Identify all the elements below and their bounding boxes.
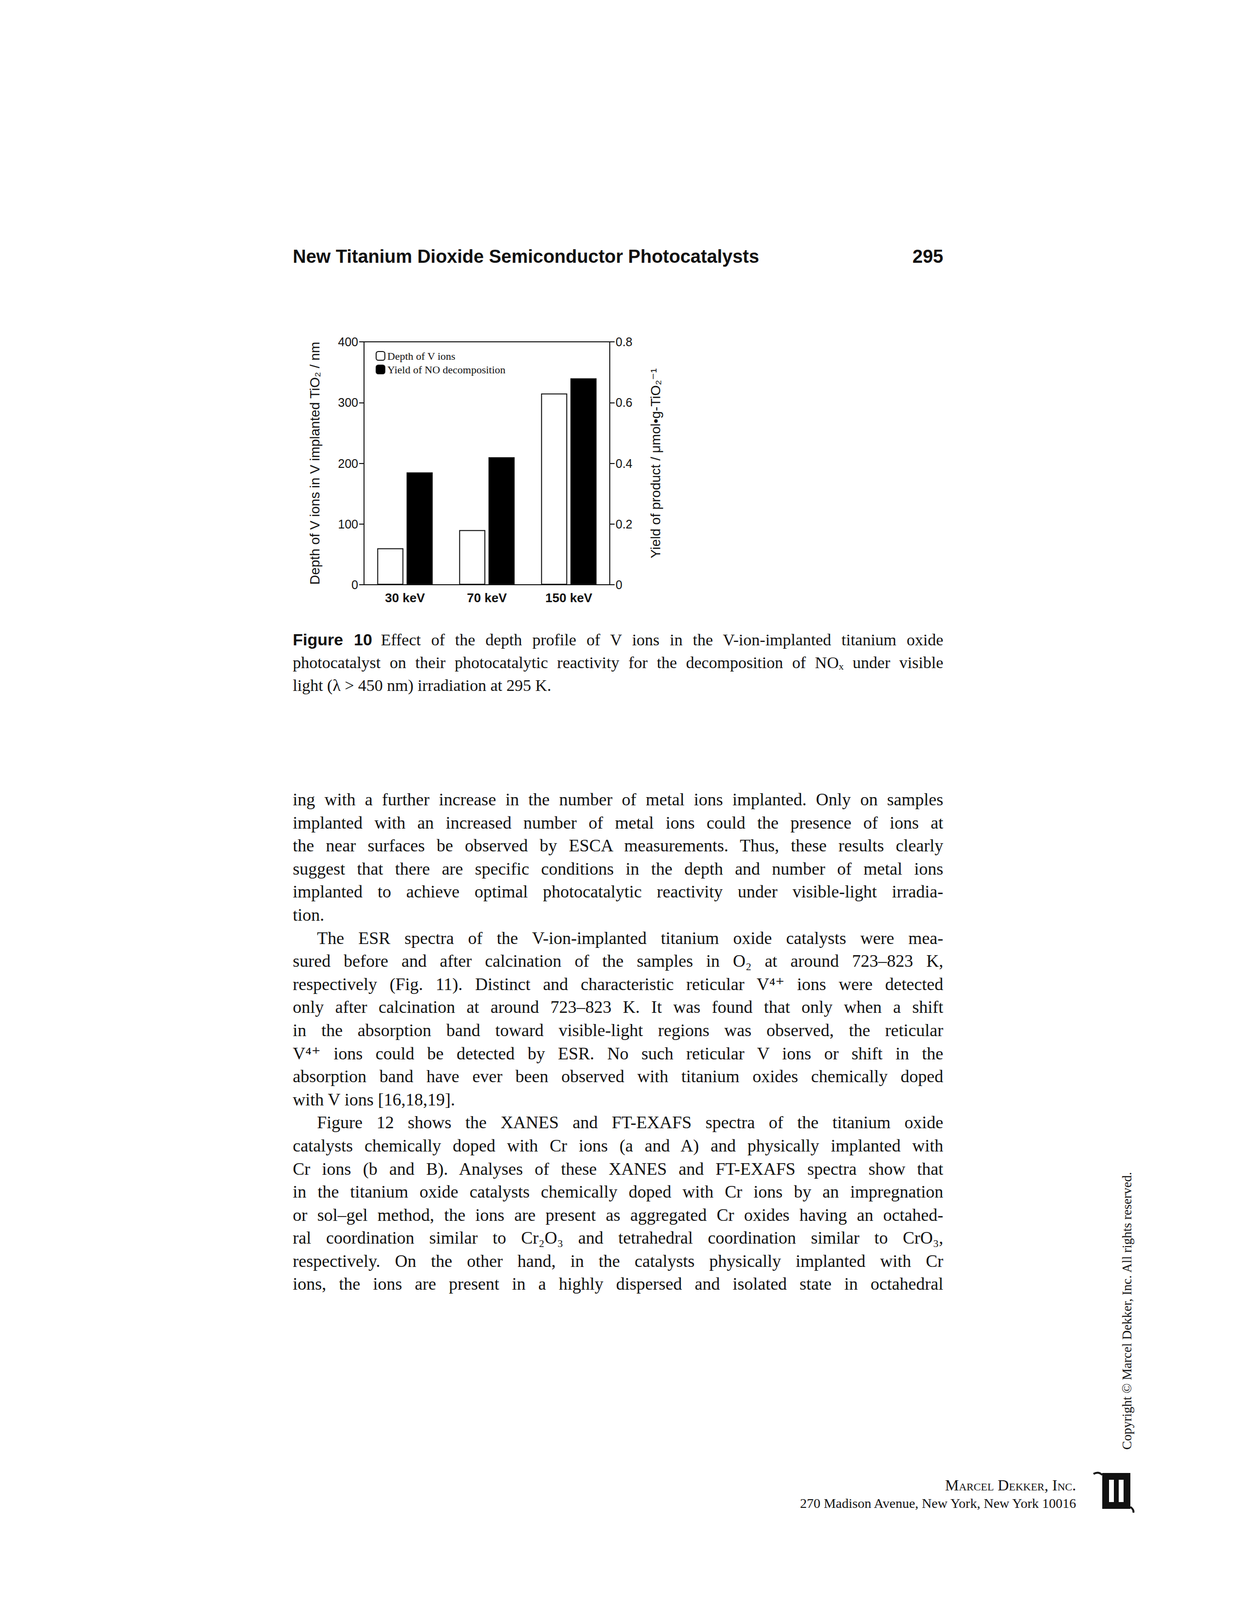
svg-text:0.4: 0.4 <box>615 456 633 471</box>
html-text:photocatalyst on their photoca: photocatalyst on their photocatalytic re… <box>292 653 944 672</box>
html-text:suggest that there are specifi: suggest that there are specific conditio… <box>292 858 944 879</box>
svg-text:Depth of V ions: Depth of V ions <box>387 349 456 363</box>
html-text:implanted with an increased nu: implanted with an increased number of me… <box>292 812 944 833</box>
html-text:ions, the ions are present in: ions, the ions are present in a highly d… <box>292 1274 944 1294</box>
html-text:The ESR spectra of the V-ion-i: The ESR spectra of the V-ion-implanted t… <box>317 928 944 948</box>
svg-text:0.8: 0.8 <box>615 334 633 349</box>
svg-text:0: 0 <box>351 577 359 592</box>
html-text:ing with a further increase in: ing with a further increase in the numbe… <box>292 789 944 809</box>
svg-text:0.2: 0.2 <box>615 517 633 531</box>
svg-text:150 keV: 150 keV <box>545 590 593 605</box>
html-text:in the titanium oxide catalyst: in the titanium oxide catalysts chemical… <box>292 1181 944 1202</box>
svg-text:Yield of NO decomposition: Yield of NO decomposition <box>387 363 506 376</box>
html-text:in the absorption band toward: in the absorption band toward visible-li… <box>292 1020 944 1040</box>
html-text:absorption band have ever been: absorption band have ever been observed … <box>292 1066 944 1086</box>
html-text:270 Madison Avenue, New York,: 270 Madison Avenue, New York, New York 1… <box>799 1495 1077 1511</box>
html-text:or sol–gel method, the ions ar: or sol–gel method, the ions are present … <box>292 1204 944 1225</box>
html-text:Copyright © Marcel Dekker, Inc: Copyright © Marcel Dekker, Inc. All righ… <box>1119 1171 1135 1450</box>
html-text:Cr ions (b and B). Analyses of: Cr ions (b and B). Analyses of these XAN… <box>292 1158 944 1179</box>
html-text:Effect of the depth profile of: Effect of the depth profile of V ions in… <box>380 630 944 649</box>
html-text:Marcel Dekker, Inc.: Marcel Dekker, Inc. <box>945 1475 1077 1494</box>
html-text:Figure 10: Figure 10 <box>292 630 373 649</box>
svg-text:0: 0 <box>615 577 623 592</box>
html-text:catalysts chemically doped wit: catalysts chemically doped with Cr ions … <box>292 1135 944 1156</box>
svg-text:Yield of product / μmol•g-TiO₂: Yield of product / μmol•g-TiO₂⁻¹ <box>648 368 664 559</box>
html-text:implanted to achieve optimal p: implanted to achieve optimal photocataly… <box>292 881 944 902</box>
html-text:295: 295 <box>912 246 944 267</box>
html-text:tion.: tion. <box>292 904 325 925</box>
html-text:respectively (Fig. 11). Distin: respectively (Fig. 11). Distinct and cha… <box>292 974 944 994</box>
svg-text:300: 300 <box>337 395 359 410</box>
svg-text:200: 200 <box>337 456 359 471</box>
html-text:New Titanium Dioxide Semicondu: New Titanium Dioxide Semiconductor Photo… <box>292 246 760 267</box>
html-text:V⁴⁺ ions could be detected by: V⁴⁺ ions could be detected by ESR. No su… <box>292 1043 944 1063</box>
svg-text:0.6: 0.6 <box>615 395 633 410</box>
html-text:only after calcination at arou: only after calcination at around 723–823… <box>292 997 944 1017</box>
svg-text:30 keV: 30 keV <box>384 590 426 605</box>
svg-text:400: 400 <box>337 334 359 349</box>
svg-text:100: 100 <box>337 517 359 531</box>
html-text:sured before and after calcina: sured before and after calcination of th… <box>292 951 944 971</box>
html-text:ral coordination similar to Cr: ral coordination similar to Cr₂O₃ and te… <box>292 1227 944 1248</box>
html-text:Figure 12 shows the XANES and: Figure 12 shows the XANES and FT-EXAFS s… <box>317 1112 944 1132</box>
html-text:respectively. On the other han: respectively. On the other hand, in the … <box>292 1251 944 1271</box>
html-text:with V ions [16,18,19].: with V ions [16,18,19]. <box>292 1089 456 1109</box>
html-text:the near surfaces be observed: the near surfaces be observed by ESCA me… <box>292 835 944 856</box>
svg-text:70 keV: 70 keV <box>466 590 508 605</box>
svg-text:Depth of V ions in V implanted: Depth of V ions in V implanted TiO₂ / nm <box>307 341 323 585</box>
html-text:light (λ > 450 nm) irradiation: light (λ > 450 nm) irradiation at 295 K. <box>292 676 552 695</box>
